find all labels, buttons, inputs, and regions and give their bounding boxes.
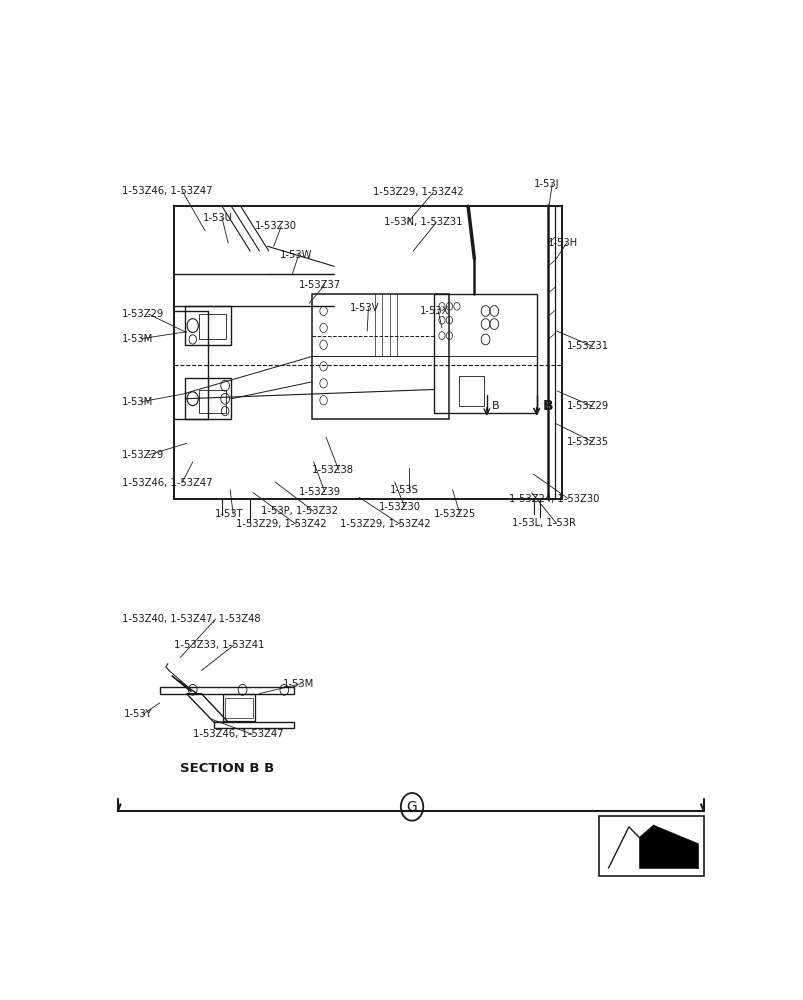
Text: 1-53Z31: 1-53Z31: [566, 341, 608, 351]
Text: 1-53Y: 1-53Y: [124, 709, 153, 719]
Text: 1-53Z29, 1-53Z42: 1-53Z29, 1-53Z42: [373, 187, 463, 197]
Text: 1-53Z29: 1-53Z29: [122, 450, 165, 460]
Text: 1-53V: 1-53V: [349, 303, 379, 313]
Text: 1-53M: 1-53M: [122, 397, 153, 407]
Text: 1-53Z46, 1-53Z47: 1-53Z46, 1-53Z47: [122, 186, 213, 196]
Text: G: G: [406, 800, 417, 814]
Text: 1-53P, 1-53Z32: 1-53P, 1-53Z32: [261, 506, 338, 516]
Text: 1-53Z46, 1-53Z47: 1-53Z46, 1-53Z47: [122, 478, 213, 488]
Text: 1-53W: 1-53W: [279, 250, 312, 260]
Text: B: B: [491, 401, 499, 411]
Text: 1-53N, 1-53Z31: 1-53N, 1-53Z31: [384, 217, 462, 227]
Text: SECTION B B: SECTION B B: [180, 762, 274, 775]
Text: 1-53Z39: 1-53Z39: [298, 487, 340, 497]
Text: 1-53J: 1-53J: [533, 179, 558, 189]
Text: 1-53Z29, 1-53Z42: 1-53Z29, 1-53Z42: [340, 519, 430, 529]
Text: 1-53Z38: 1-53Z38: [312, 465, 354, 475]
Text: 1-53Z29: 1-53Z29: [566, 401, 608, 411]
Text: 1-53M: 1-53M: [282, 679, 313, 689]
Text: 1-53Z30: 1-53Z30: [255, 221, 296, 231]
Text: 1-53Z25: 1-53Z25: [434, 509, 475, 519]
Polygon shape: [638, 825, 698, 868]
Text: 1-53Z30: 1-53Z30: [378, 502, 420, 512]
Text: 1-53H: 1-53H: [547, 238, 577, 248]
Text: 1-53T: 1-53T: [214, 509, 243, 519]
Text: 1-53S: 1-53S: [389, 485, 418, 495]
Text: 1-53Z46, 1-53Z47: 1-53Z46, 1-53Z47: [193, 729, 283, 739]
Text: 1-53Z29, 1-53Z42: 1-53Z29, 1-53Z42: [236, 519, 327, 529]
Text: 1-53X: 1-53X: [419, 306, 448, 316]
Text: 1-53Z35: 1-53Z35: [566, 437, 608, 447]
Text: 1-53Z29: 1-53Z29: [122, 309, 165, 319]
Text: 1-53Z40, 1-53Z47, 1-53Z48: 1-53Z40, 1-53Z47, 1-53Z48: [122, 614, 261, 624]
Text: 1-53Z37: 1-53Z37: [298, 280, 340, 290]
Text: 1-53Z33, 1-53Z41: 1-53Z33, 1-53Z41: [173, 640, 264, 650]
Text: B: B: [542, 399, 552, 413]
Text: 1-53U: 1-53U: [203, 213, 233, 223]
Text: 1-53M: 1-53M: [122, 334, 153, 344]
Text: 1-53Z24, 1-53Z30: 1-53Z24, 1-53Z30: [508, 494, 598, 504]
Text: 1-53L, 1-53R: 1-53L, 1-53R: [512, 518, 575, 528]
